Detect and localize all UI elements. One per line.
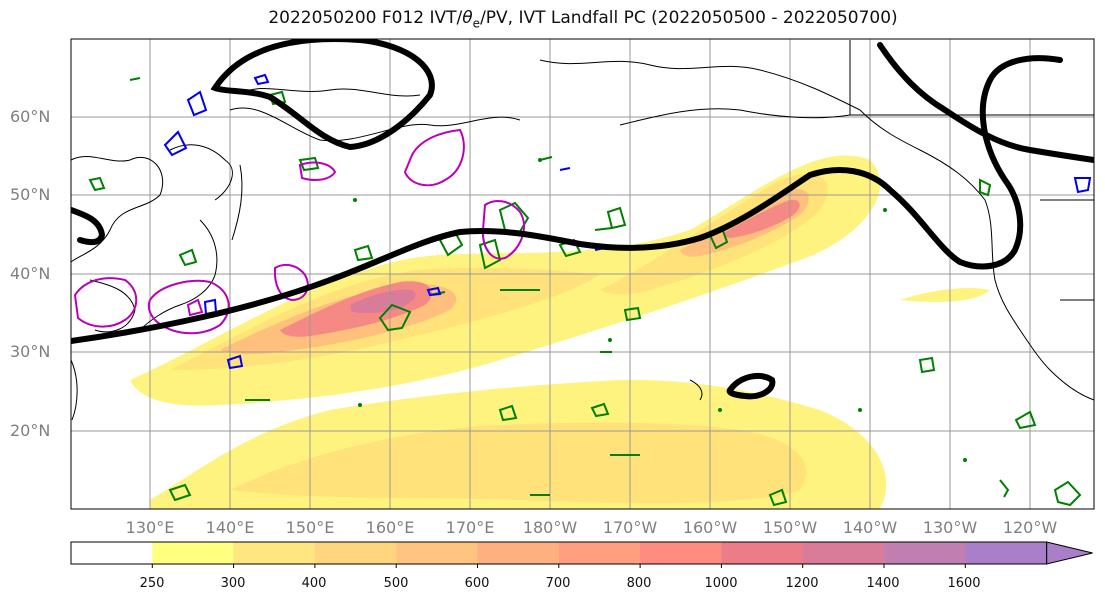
- colorbar-swatch: [721, 542, 804, 564]
- colorbar-swatch: [314, 542, 397, 564]
- colorbar-tick-label: 500: [383, 576, 409, 591]
- colorbar-swatch: [152, 542, 235, 564]
- colorbar-swatch: [640, 542, 722, 564]
- colorbar-swatch: [71, 542, 153, 564]
- colorbar-tick-label: 400: [301, 576, 327, 591]
- map-gridlines: [71, 39, 1094, 509]
- colorbar-swatch: [558, 542, 641, 564]
- colorbar-extend-arrow: [1046, 541, 1093, 565]
- colorbar-swatch: [477, 542, 560, 564]
- lat-label-50n: 50°N: [10, 185, 51, 204]
- geopotential-contours: [71, 39, 1094, 400]
- lon-label-150w: 150°W: [762, 518, 818, 537]
- colorbar-tick-label: 1200: [785, 576, 819, 591]
- lon-label-140e: 140°E: [205, 518, 255, 537]
- lon-label-160e: 160°E: [365, 518, 415, 537]
- colorbar-tick-label: 1000: [704, 576, 738, 591]
- colorbar-tick-label: 1600: [947, 576, 981, 591]
- lon-label-120w: 120°W: [1002, 518, 1058, 537]
- lat-label-40n: 40°N: [10, 264, 51, 283]
- lon-label-140w: 140°W: [842, 518, 898, 537]
- colorbar-tick-label: 800: [626, 576, 652, 591]
- colorbar-swatch: [802, 542, 885, 564]
- lon-label-130w: 130°W: [922, 518, 978, 537]
- colorbar-swatch: [233, 542, 316, 564]
- lon-label-170w: 170°W: [602, 518, 658, 537]
- lon-label-150e: 150°E: [285, 518, 335, 537]
- colorbar-tick-label: 250: [139, 576, 165, 591]
- colorbar-swatch: [884, 542, 966, 564]
- lon-label-180w: 180°W: [522, 518, 578, 537]
- colorbar-swatch: [396, 542, 478, 564]
- blue-contours: [163, 73, 1092, 370]
- colorbar-tick-label: 700: [545, 576, 571, 591]
- lat-label-60n: 60°N: [10, 107, 51, 126]
- lat-label-20n: 20°N: [10, 421, 51, 440]
- lon-label-160w: 160°W: [682, 518, 738, 537]
- lon-label-130e: 130°E: [125, 518, 175, 537]
- colorbar-tick-label: 300: [220, 576, 246, 591]
- lat-label-30n: 30°N: [10, 342, 51, 361]
- map-title: 2022050200 F012 IVT/θe/PV, IVT Landfall …: [268, 8, 898, 31]
- theta-e-contours: [73, 128, 525, 335]
- coastlines: [71, 40, 1094, 421]
- map-frame: [70, 38, 1095, 510]
- colorbar-tick-label: 600: [464, 576, 490, 591]
- ivt-colorbar: [70, 541, 1093, 568]
- colorbar-tick-label: 1400: [866, 576, 900, 591]
- small-dots: [353, 158, 967, 462]
- lon-label-170e: 170°E: [445, 518, 495, 537]
- colorbar-swatch: [965, 542, 1048, 564]
